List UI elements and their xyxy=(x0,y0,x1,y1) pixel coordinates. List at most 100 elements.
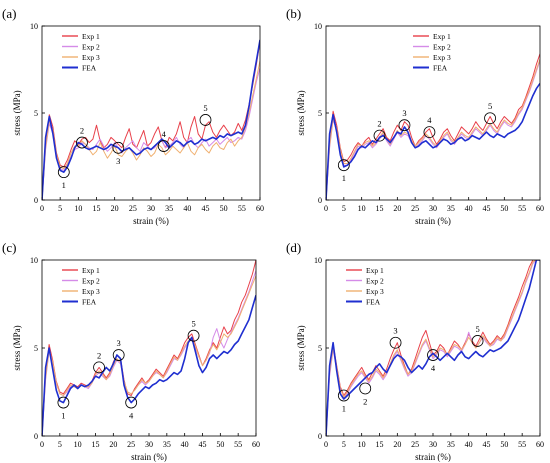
x-tick-label: 40 xyxy=(465,204,473,213)
series-line-exp-1 xyxy=(326,53,540,200)
x-tick-label: 20 xyxy=(393,440,401,449)
series-group xyxy=(42,260,256,436)
y-tick-label: 5 xyxy=(34,109,38,118)
y-tick-label: 0 xyxy=(34,432,38,441)
series-group xyxy=(326,53,540,200)
series-line-exp-1 xyxy=(42,260,256,436)
annotation-circle-5 xyxy=(471,335,484,347)
x-tick-label: 45 xyxy=(199,440,207,449)
annotation-circle-1 xyxy=(57,396,70,409)
annotation-circle-2 xyxy=(76,136,88,149)
panel-label: (c) xyxy=(2,240,16,255)
annotation-label-1: 1 xyxy=(342,173,346,183)
legend-entry: Exp 2 xyxy=(82,43,100,52)
x-axis-label: strain (%) xyxy=(131,452,167,462)
x-tick-label: 25 xyxy=(411,204,419,213)
legend-entry: FEA xyxy=(82,64,97,73)
y-tick-label: 5 xyxy=(34,344,38,353)
x-tick-label: 60 xyxy=(536,204,544,213)
series-line-exp-3 xyxy=(42,60,260,200)
x-tick-label: 5 xyxy=(342,440,346,449)
x-tick-label: 0 xyxy=(324,440,328,449)
annotation-circle-5 xyxy=(187,329,200,342)
y-axis-label: stress (MPa) xyxy=(12,90,22,135)
annotation-label-1: 1 xyxy=(342,404,346,414)
y-tick-label: 10 xyxy=(314,256,322,265)
x-tick-label: 55 xyxy=(238,204,246,213)
annotation-circle-4 xyxy=(157,140,170,152)
annotation-circle-3 xyxy=(112,141,125,154)
series-line-fea xyxy=(42,39,260,200)
annotation-label-3: 3 xyxy=(393,326,397,336)
x-tick-label: 50 xyxy=(216,440,224,449)
x-tick-label: 60 xyxy=(536,440,544,449)
legend-entry: Exp 1 xyxy=(433,32,451,41)
annotation-label-1: 1 xyxy=(62,180,66,190)
x-axis-label: strain (%) xyxy=(415,452,451,462)
x-tick-label: 55 xyxy=(518,440,526,449)
annotation-circle-5 xyxy=(484,112,496,125)
series-line-exp-1 xyxy=(42,41,260,200)
legend-entry: Exp 2 xyxy=(433,43,451,52)
y-tick-label: 5 xyxy=(318,109,322,118)
legend-entry: Exp 3 xyxy=(366,287,384,296)
y-axis-label: stress (MPa) xyxy=(296,325,306,370)
x-tick-label: 30 xyxy=(429,440,437,449)
annotation-label-3: 3 xyxy=(402,108,406,118)
y-tick-label: 10 xyxy=(30,22,38,31)
axes-frame xyxy=(41,25,261,201)
annotation-circle-1 xyxy=(57,166,70,179)
annotation-label-2: 2 xyxy=(97,350,101,360)
x-tick-label: 45 xyxy=(483,204,491,213)
legend-entry: Exp 1 xyxy=(366,266,384,275)
annotation-circle-4 xyxy=(427,349,439,361)
series-group xyxy=(42,39,260,200)
annotation-circle-3 xyxy=(389,336,402,349)
x-axis-label: strain (%) xyxy=(133,216,169,226)
x-tick-label: 5 xyxy=(58,440,62,449)
x-tick-label: 15 xyxy=(93,204,101,213)
y-axis-label: stress (MPa) xyxy=(296,90,306,135)
x-tick-label: 25 xyxy=(411,440,419,449)
annotation-label-5: 5 xyxy=(191,319,195,329)
x-tick-label: 30 xyxy=(147,204,155,213)
y-tick-label: 10 xyxy=(314,22,322,31)
series-line-exp-3 xyxy=(326,58,540,200)
series-line-exp-3 xyxy=(326,260,540,436)
x-tick-label: 55 xyxy=(234,440,242,449)
axes-frame xyxy=(325,259,541,437)
annotation-label-2: 2 xyxy=(377,119,381,129)
x-tick-label: 5 xyxy=(342,204,346,213)
annotation-circle-2 xyxy=(93,361,105,374)
y-tick-label: 10 xyxy=(30,256,38,265)
legend-entry: FEA xyxy=(82,298,97,307)
annotation-label-4: 4 xyxy=(162,129,167,139)
x-tick-label: 10 xyxy=(358,204,366,213)
annotation-label-5: 5 xyxy=(203,103,207,113)
x-tick-label: 10 xyxy=(74,440,82,449)
series-line-exp-3 xyxy=(42,275,256,436)
x-tick-label: 25 xyxy=(129,204,137,213)
x-tick-label: 45 xyxy=(202,204,210,213)
annotation-label-4: 4 xyxy=(431,363,436,373)
legend-entry: FEA xyxy=(433,64,448,73)
annotation-circle-2 xyxy=(359,382,372,395)
x-tick-label: 60 xyxy=(252,440,260,449)
series-line-exp-2 xyxy=(326,60,540,200)
x-tick-label: 10 xyxy=(74,204,82,213)
annotation-label-2: 2 xyxy=(80,126,84,136)
annotation-label-5: 5 xyxy=(475,324,479,334)
series-line-fea xyxy=(326,260,540,436)
legend-entry: Exp 2 xyxy=(366,277,384,286)
annotation-label-3: 3 xyxy=(116,156,120,166)
legend-entry: Exp 3 xyxy=(433,53,451,62)
panel-label: (a) xyxy=(2,6,16,21)
legend-entry: Exp 3 xyxy=(82,53,100,62)
annotation-circle-3 xyxy=(112,349,125,361)
